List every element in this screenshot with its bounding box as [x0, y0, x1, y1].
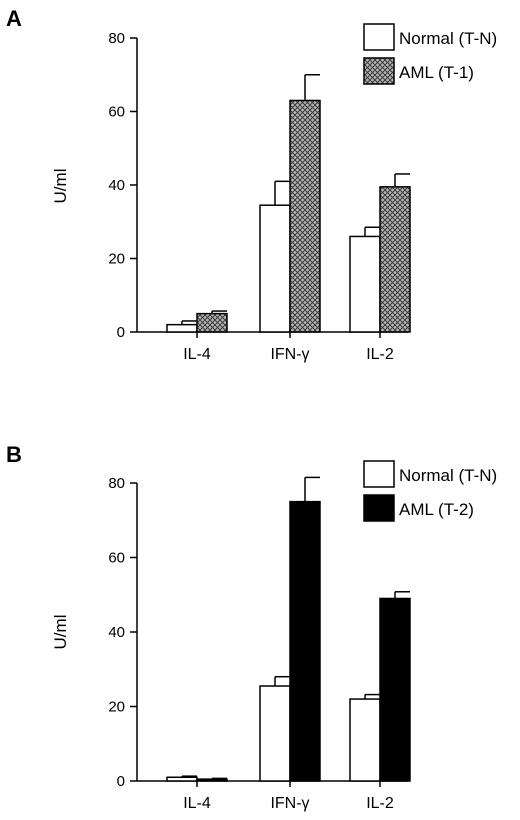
- y-axis-label-b: U/ml: [51, 615, 70, 650]
- bars-b: [166, 476, 411, 782]
- bar-aml: [289, 500, 321, 782]
- bar-aml: [379, 597, 411, 782]
- legend-swatch: [363, 57, 395, 85]
- legend-swatch: [363, 494, 395, 522]
- bars-a: [166, 74, 411, 333]
- y-tick-label: 0: [117, 324, 125, 341]
- bar-normal: [349, 698, 381, 782]
- x-category-label: IFN-γ: [270, 346, 309, 363]
- y-tick-label: 60: [108, 550, 125, 567]
- chart-panel-a: A U/ml 0 20 40 60 80 IL-4 IFN-γ IL-2 Normal (T-…: [6, 6, 497, 363]
- x-category-label: IL-2: [366, 346, 394, 363]
- x-category-label: IFN-γ: [270, 795, 309, 812]
- y-tick-label: 0: [117, 773, 125, 790]
- x-category-label: IL-4: [183, 346, 211, 363]
- bar-normal: [349, 235, 381, 333]
- x-category-label: IL-2: [366, 795, 394, 812]
- axes-b: 0 20 40 60 80 IL-4 IFN-γ IL-2: [108, 475, 408, 812]
- legend-label: AML (T-1): [399, 63, 474, 82]
- legend-label: Normal (T-N): [399, 466, 497, 485]
- y-tick-label: 80: [108, 475, 125, 492]
- bar-aml: [196, 312, 228, 333]
- bar-aml: [196, 778, 228, 782]
- bar-normal: [259, 204, 291, 333]
- legend-swatch: [363, 460, 395, 488]
- y-tick-label: 20: [108, 251, 125, 268]
- y-tick-label: 60: [108, 104, 125, 121]
- legend-b: Normal (T-N) AML (T-2): [363, 460, 497, 522]
- bar-normal: [166, 323, 198, 333]
- legend-label: Normal (T-N): [399, 29, 497, 48]
- y-tick-label: 40: [108, 624, 125, 641]
- y-tick-label: 80: [108, 30, 125, 47]
- axes-a: 0 20 40 60 80 IL-4 IFN-γ IL-2: [108, 30, 408, 363]
- chart-panel-b: B U/ml 0 20 40 60 80 IL-4 IFN-γ IL-2 Normal (T-…: [6, 442, 497, 812]
- y-axis-label-a: U/ml: [51, 169, 70, 204]
- y-tick-label: 20: [108, 699, 125, 716]
- bar-normal: [259, 685, 291, 782]
- legend-a: Normal (T-N) AML (T-1): [363, 23, 497, 85]
- x-category-label: IL-4: [183, 795, 211, 812]
- bar-aml: [379, 186, 411, 333]
- panel-letter-a: A: [6, 6, 22, 31]
- y-tick-label: 40: [108, 177, 125, 194]
- bar-aml: [289, 99, 321, 333]
- legend-label: AML (T-2): [399, 500, 474, 519]
- legend-swatch: [363, 23, 395, 51]
- bar-normal: [166, 776, 198, 782]
- panel-letter-b: B: [6, 442, 22, 467]
